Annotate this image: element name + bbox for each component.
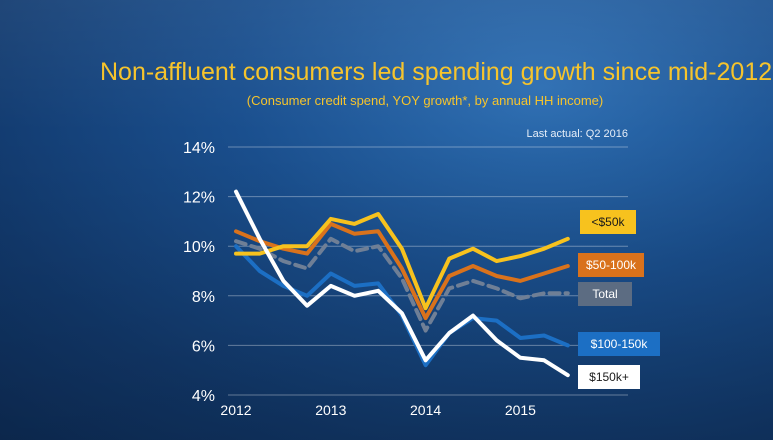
- series-label-box-4: [578, 365, 640, 389]
- chart-title: Non-affluent consumers led spending grow…: [100, 58, 773, 86]
- y-tick-label: 8%: [192, 289, 215, 306]
- series-label-box-3: [578, 332, 660, 356]
- series-line-4: [234, 189, 570, 378]
- series-line-1: [234, 221, 570, 321]
- series-label-3: $100-150k: [591, 337, 649, 351]
- series-label-1: $50-100k: [586, 258, 637, 272]
- series-label-2: Total: [592, 287, 617, 301]
- series-lines: [234, 189, 570, 378]
- y-tick-label: 6%: [192, 338, 215, 355]
- y-tick-label: 12%: [183, 190, 215, 207]
- series-line-3: [234, 244, 570, 368]
- chart-subtitle: (Consumer credit spend, YOY growth*, by …: [246, 93, 604, 108]
- y-axis-ticks: 14% 12% 10% 8% 6% 4%: [183, 140, 215, 405]
- x-tick-label: 2015: [505, 402, 536, 418]
- x-tick-label: 2014: [410, 402, 441, 418]
- series-label-4: $150k+: [589, 370, 629, 384]
- x-axis-ticks: 2012 2013 2014 2015: [220, 402, 536, 418]
- x-tick-label: 2013: [315, 402, 346, 418]
- y-tick-label: 14%: [183, 140, 215, 157]
- series-line-2: [234, 236, 570, 333]
- series-line-0: [234, 212, 570, 311]
- last-actual-note: Last actual: Q2 2016: [526, 128, 628, 140]
- y-tick-label: 4%: [192, 388, 215, 405]
- y-tick-label: 10%: [183, 239, 215, 256]
- series-labels: <$50k $50-100k Total $100-150k $150k+: [578, 210, 660, 389]
- x-tick-label: 2012: [220, 402, 251, 418]
- series-label-0: <$50k: [591, 215, 625, 229]
- series-label-box-0: [580, 210, 636, 234]
- gridlines: [228, 146, 628, 396]
- series-label-box-1: [578, 253, 644, 277]
- series-label-box-2: [578, 282, 632, 306]
